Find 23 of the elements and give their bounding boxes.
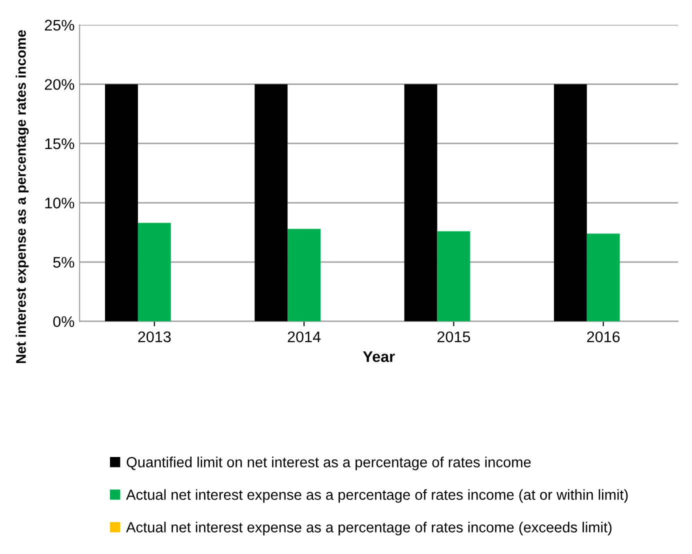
legend-label: Actual net interest expense as a percentage of rates income (at or within limit) <box>126 489 628 503</box>
bar <box>254 84 288 322</box>
bar <box>404 84 438 322</box>
legend-label: Quantified limit on net interest as a percentage of rates income <box>126 456 531 470</box>
x-tick-label: 2013 <box>138 331 171 342</box>
y-tick-label: 15% <box>45 138 74 150</box>
y-axis-title: Net interest expense as a percentage rates income <box>16 30 29 364</box>
y-tick-label: 0% <box>53 316 74 328</box>
x-tick-label: 2014 <box>288 331 321 342</box>
bar <box>554 84 587 322</box>
bar <box>138 222 171 322</box>
x-axis-title: Year <box>362 351 395 362</box>
legend-label: Actual net interest expense as a percentage of rates income (exceeds limit) <box>126 522 612 536</box>
x-tick-label: 2015 <box>437 331 470 342</box>
bar <box>288 228 321 322</box>
y-tick-label: 20% <box>44 79 74 90</box>
x-tick-label: 2016 <box>587 331 620 342</box>
y-tick-label: 25% <box>44 20 74 31</box>
bar <box>105 84 138 322</box>
y-tick-label: 10% <box>45 198 74 208</box>
bar <box>437 231 470 322</box>
bar <box>586 234 620 322</box>
y-tick-label: 5% <box>53 256 74 268</box>
